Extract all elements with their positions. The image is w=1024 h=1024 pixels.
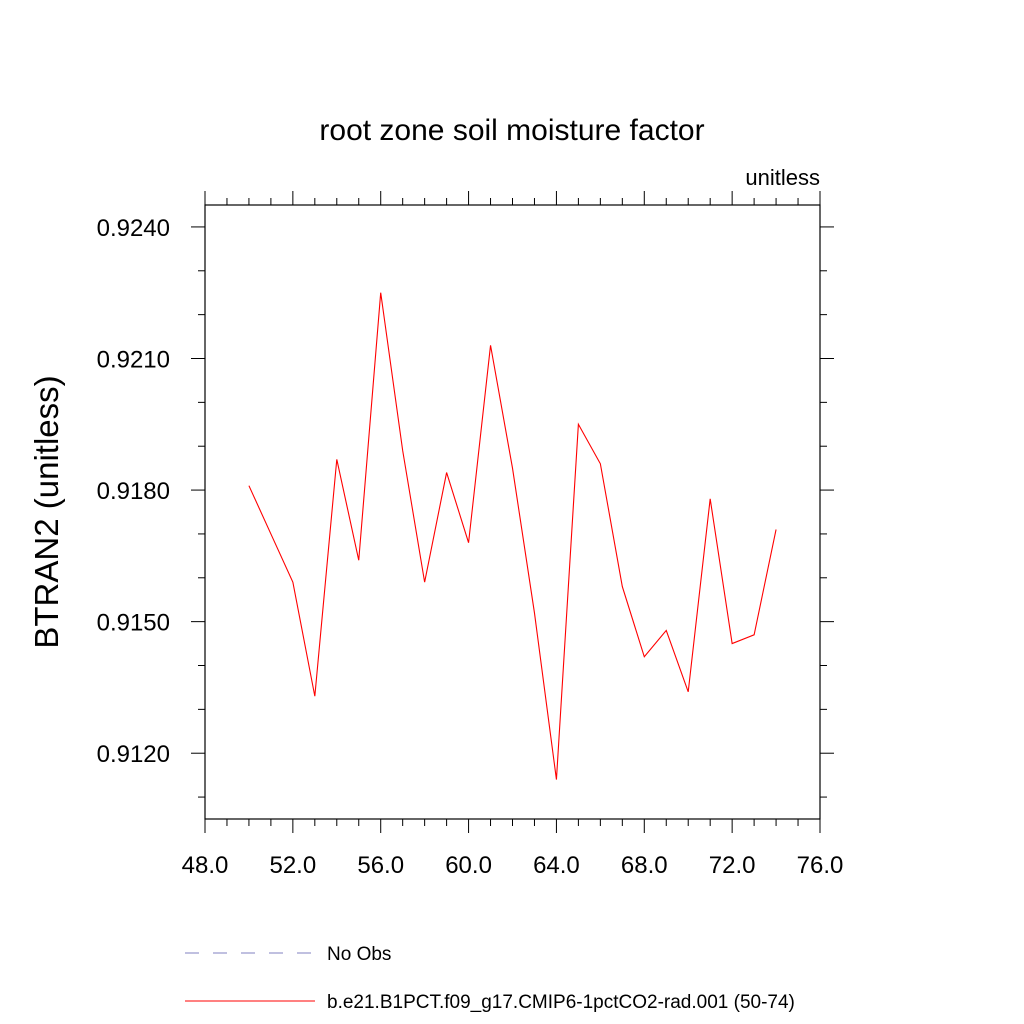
y-tick-labels: 0.9120 0.9150 0.9180 0.9210 0.9240 [97,215,170,768]
x-tick-label: 72.0 [709,852,756,879]
x-tick-label: 52.0 [269,852,316,879]
y-tick-label: 0.9210 [97,347,170,374]
legend: No Obs b.e21.B1PCT.f09_g17.CMIP6-1pctCO2… [185,944,795,1013]
y-tick-label: 0.9180 [97,478,170,505]
legend-label-model: b.e21.B1PCT.f09_g17.CMIP6-1pctCO2-rad.00… [327,992,795,1013]
x-tick-label: 64.0 [533,852,580,879]
x-tick-label: 56.0 [357,852,404,879]
series-line [248,292,777,780]
axis-ticks [191,191,834,833]
x-tick-label: 60.0 [445,852,492,879]
x-tick-label: 68.0 [621,852,668,879]
legend-label-no-obs: No Obs [327,944,391,965]
plot-frame [204,204,821,820]
x-tick-label: 48.0 [182,852,229,879]
y-tick-label: 0.9150 [97,610,170,637]
y-tick-label: 0.9240 [97,215,170,242]
x-tick-label: 76.0 [797,852,844,879]
chart-title: root zone soil moisture factor [319,114,704,147]
x-tick-labels: 48.0 52.0 56.0 60.0 64.0 68.0 72.0 76.0 [182,852,844,879]
y-axis-label: BTRAN2 (unitless) [28,375,65,648]
series-lines [248,292,777,780]
units-label: unitless [745,165,820,190]
y-tick-label: 0.9120 [97,741,170,768]
